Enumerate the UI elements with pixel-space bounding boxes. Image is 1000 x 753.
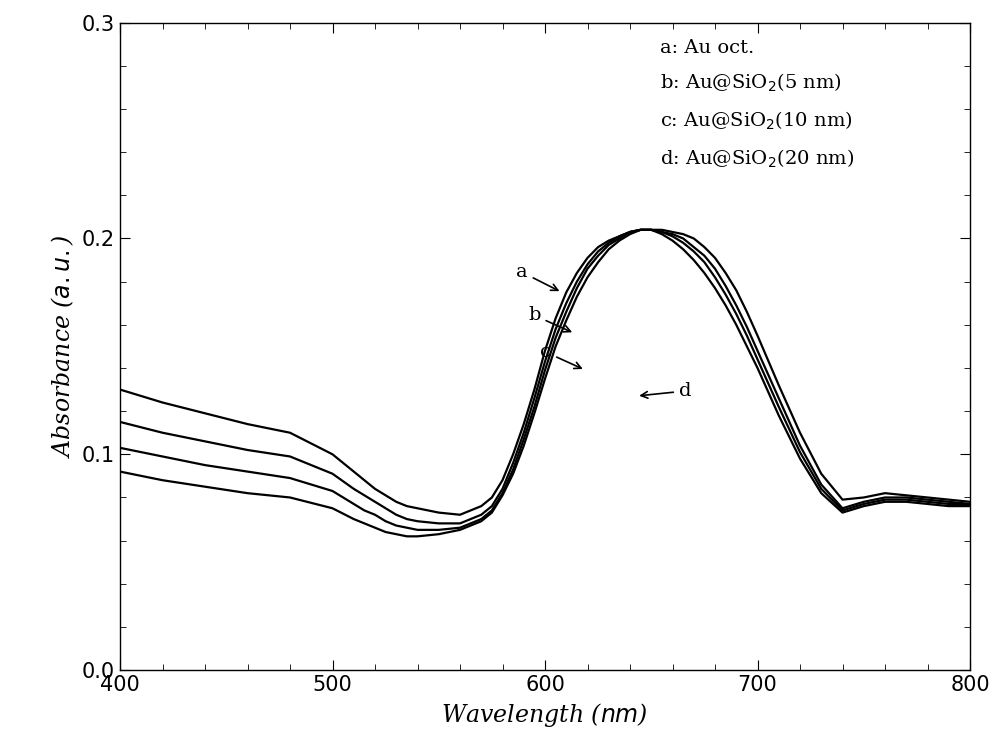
Text: b: b (528, 306, 571, 332)
Text: a: a (516, 264, 558, 291)
Text: a: Au oct.
b: Au@SiO$_2$(5 nm)
c: Au@SiO$_2$(10 nm)
d: Au@SiO$_2$(20 nm): a: Au oct. b: Au@SiO$_2$(5 nm) c: Au@SiO… (660, 39, 854, 169)
Text: c: c (540, 343, 581, 368)
Text: d: d (641, 382, 691, 400)
X-axis label: Wavelength ($nm$): Wavelength ($nm$) (441, 700, 649, 729)
Y-axis label: Absorbance ($a.u.$): Absorbance ($a.u.$) (50, 234, 76, 459)
